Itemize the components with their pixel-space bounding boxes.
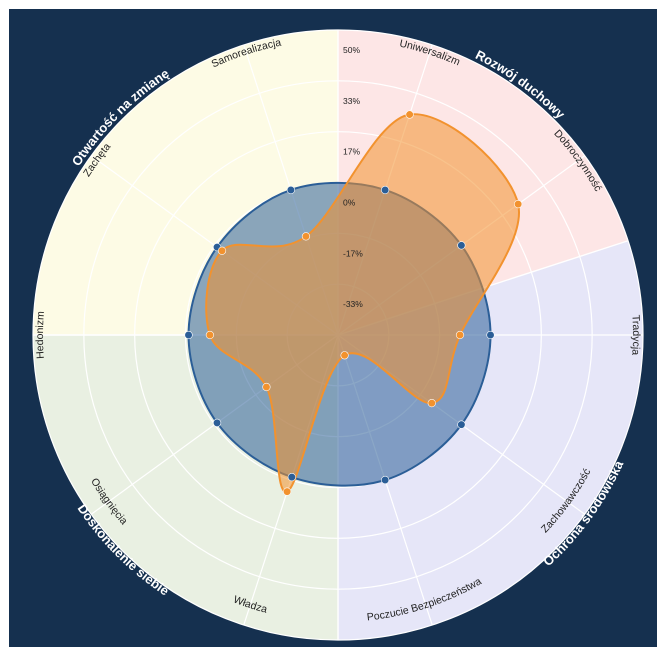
- series-1-point-2: [457, 241, 466, 250]
- category-label: Hedonizm: [34, 311, 47, 360]
- series-1-point-6: [287, 473, 296, 482]
- series-2-point-2: [514, 200, 523, 209]
- series-layer: [184, 110, 523, 496]
- series-2-point-6: [283, 487, 292, 496]
- tick-label: 50%: [343, 45, 360, 55]
- tick-label: 0%: [343, 198, 356, 208]
- series-1-point-1: [381, 185, 390, 195]
- tick-label: -33%: [343, 299, 363, 309]
- series-1-point-7: [212, 418, 222, 427]
- tick-labels: 50% 33% 17% 0% -17% -33%: [343, 45, 363, 309]
- series-1-point-8: [184, 330, 193, 340]
- tick-label: -17%: [343, 248, 363, 258]
- series-1-point-3: [486, 330, 495, 340]
- series-2-point-7: [262, 382, 271, 392]
- series-2-point-10: [301, 232, 311, 241]
- series-2-point-5: [340, 351, 349, 360]
- series-2-point-3: [455, 330, 465, 340]
- series-2-point-4: [427, 399, 436, 408]
- category-label: Tradycja: [629, 315, 642, 356]
- series-2-point-8: [205, 330, 214, 340]
- series-2-point-1: [405, 110, 414, 119]
- tick-label: 17%: [343, 147, 360, 157]
- tick-label: 33%: [343, 96, 360, 106]
- category-label-path: Hedonizm: [34, 311, 47, 360]
- series-1-point-10: [286, 185, 295, 195]
- category-label-path: Tradycja: [629, 315, 642, 356]
- series-1-point-5: [381, 475, 390, 485]
- series-2-point-9: [217, 246, 227, 255]
- series-2-area: [205, 113, 521, 493]
- series-1-point-4: [457, 420, 466, 429]
